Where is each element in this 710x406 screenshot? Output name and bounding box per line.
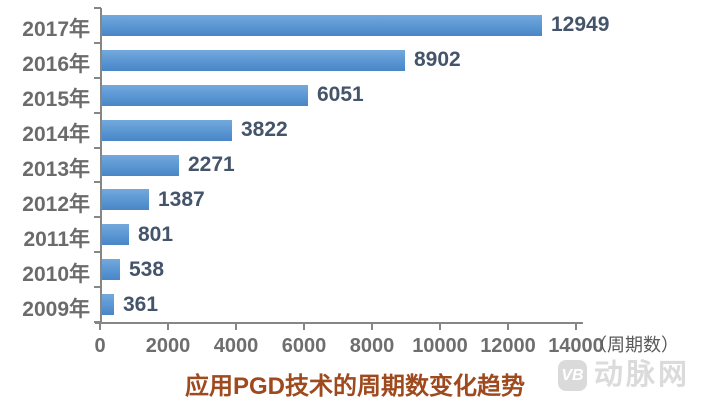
bar [102, 14, 542, 36]
bar-value-label: 8902 [414, 48, 461, 72]
y-axis-tick [94, 286, 101, 289]
category-label: 2009年 [22, 297, 90, 321]
bar [102, 259, 120, 281]
bar [102, 84, 308, 106]
bar [102, 154, 179, 176]
bar-value-label: 801 [138, 222, 174, 246]
x-axis-tick-label: 8000 [349, 335, 395, 357]
category-label: 2015年 [22, 88, 90, 112]
bar-value-label: 1387 [158, 187, 205, 211]
category-label: 2011年 [23, 227, 90, 251]
bar [102, 224, 129, 246]
x-axis-tick [371, 324, 373, 330]
bar-value-label: 538 [129, 257, 165, 281]
category-label: 2014年 [22, 123, 90, 147]
bar-value-label: 6051 [317, 83, 364, 107]
bar [102, 119, 232, 141]
y-axis-tick [94, 146, 101, 149]
x-axis-tick-label: 10000 [412, 335, 468, 357]
x-axis-tick-label: 4000 [213, 335, 259, 357]
category-label: 2016年 [22, 53, 90, 77]
category-label: 2010年 [22, 262, 90, 286]
x-axis-line [95, 322, 583, 324]
bar [102, 294, 114, 316]
y-axis-tick [94, 76, 101, 79]
x-axis-tick [235, 324, 237, 330]
y-axis-tick [94, 111, 101, 114]
x-axis-tick-label: 2000 [145, 335, 191, 357]
x-axis-tick [167, 324, 169, 330]
y-axis-tick [94, 41, 101, 44]
category-label: 2012年 [22, 192, 90, 216]
bar [102, 189, 149, 211]
x-axis-tick-label: 14000 [548, 335, 604, 357]
x-axis-unit-label: （周期数） [589, 335, 679, 355]
bar-value-label: 2271 [188, 153, 235, 176]
x-axis-tick [303, 324, 305, 330]
category-label: 2013年 [22, 158, 90, 181]
bar-value-label: 12949 [551, 13, 610, 37]
x-axis-tick-label: 12000 [480, 335, 536, 357]
category-label: 2017年 [22, 18, 90, 42]
y-axis-tick [94, 7, 101, 9]
watermark-brand-text: 动脉网 [594, 359, 691, 391]
y-axis-tick [94, 251, 101, 254]
bar [102, 49, 405, 71]
x-axis-tick [99, 324, 101, 330]
y-axis-tick [94, 181, 101, 184]
x-axis-tick-label: 0 [94, 335, 106, 357]
y-axis-tick [94, 321, 101, 323]
x-axis-tick-label: 6000 [281, 335, 327, 357]
x-axis-tick [439, 324, 441, 330]
watermark-logo: VB 动脉网 [558, 360, 690, 391]
x-axis-tick [575, 324, 577, 330]
chart-title: 应用PGD技术的周期数变化趋势 [184, 373, 526, 400]
x-axis-tick [507, 324, 509, 330]
bar-value-label: 3822 [241, 118, 288, 142]
y-axis-tick [94, 216, 101, 219]
y-axis-line [100, 8, 102, 324]
vb-logo-icon: VB [558, 360, 587, 391]
bar-value-label: 361 [123, 292, 159, 316]
